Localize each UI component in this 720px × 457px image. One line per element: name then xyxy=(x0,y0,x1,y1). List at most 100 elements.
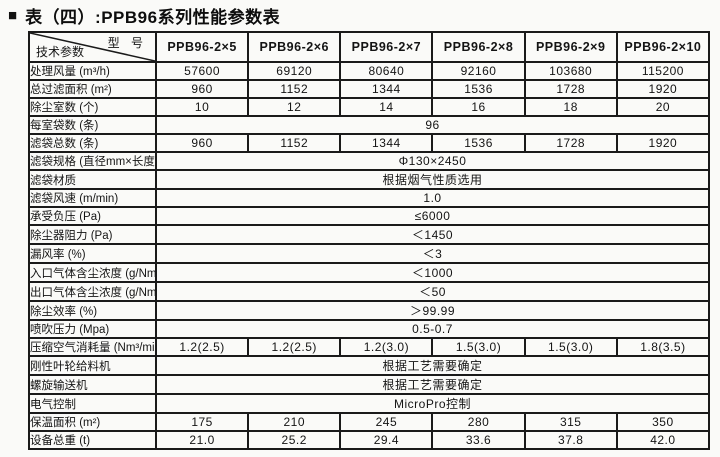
value-cell: 21.0 xyxy=(154,430,250,450)
merged-value-cell: 根据烟气性质选用 xyxy=(155,169,710,190)
value-cell: 103680 xyxy=(523,61,618,81)
row-label: 滤袋风速 (m/min) xyxy=(28,188,157,208)
table-row: 除尘室数 (个) 10 12 14 16 18 20 xyxy=(28,97,711,117)
value-cell: 57600 xyxy=(154,61,250,81)
table-row: 压缩空气消耗量 (Nm³/min) 1.2(2.5) 1.2(2.5) 1.2(… xyxy=(28,337,711,357)
value-cell: 315 xyxy=(523,412,618,432)
value-cell: 1.2(2.5) xyxy=(247,337,342,357)
row-label: 除尘效率 (%) xyxy=(28,300,157,321)
value-cell: 10 xyxy=(154,97,250,117)
merged-value-cell: ≤6000 xyxy=(155,206,710,226)
page-title: 表（四）:PPB96系列性能参数表 xyxy=(25,7,281,27)
model-header: PPB96-2×10 xyxy=(615,31,711,63)
table-row: 除尘效率 (%) ＞99.99 xyxy=(28,300,710,321)
value-cell: 1.5(3.0) xyxy=(523,337,618,357)
value-cell: 960 xyxy=(154,133,250,153)
value-cell: 280 xyxy=(431,412,526,432)
row-label: 保温面积 (m²) xyxy=(28,412,157,432)
merged-value-cell: MicroPro控制 xyxy=(155,393,710,414)
value-cell: 80640 xyxy=(339,61,434,81)
row-label: 除尘室数 (个) xyxy=(28,97,157,117)
value-cell: 210 xyxy=(247,412,342,432)
value-cell: 1920 xyxy=(615,133,711,153)
table-row: 保温面积 (m²) 175 210 245 280 315 350 xyxy=(28,412,711,432)
value-cell: 1536 xyxy=(431,133,526,153)
table-row: 总过滤面积 (m²) 960 1152 1344 1536 1728 1920 xyxy=(28,79,711,99)
value-cell: 14 xyxy=(339,97,434,117)
value-cell: 115200 xyxy=(615,61,711,81)
model-header: PPB96-2×7 xyxy=(339,31,434,63)
value-cell: 20 xyxy=(615,97,711,117)
square-bullet-icon: ■ xyxy=(8,6,18,24)
value-cell: 25.2 xyxy=(247,430,342,450)
value-cell: 1344 xyxy=(339,79,434,99)
value-cell: 1536 xyxy=(431,79,526,99)
value-cell: 245 xyxy=(339,412,434,432)
merged-value-cell: ＜3 xyxy=(155,243,710,264)
value-cell: 1344 xyxy=(339,133,434,153)
row-label: 处理风量 (m³/h) xyxy=(28,61,157,81)
value-cell: 92160 xyxy=(431,61,526,81)
row-label: 承受负压 (Pa) xyxy=(28,206,157,226)
header-row: 型 号 技术参数 PPB96-2×5 PPB96-2×6 PPB96-2×7 P… xyxy=(28,31,711,63)
merged-value-cell: 根据工艺需要确定 xyxy=(155,355,710,376)
table-row: 刚性叶轮给料机 根据工艺需要确定 xyxy=(28,355,710,376)
model-header: PPB96-2×6 xyxy=(247,31,342,63)
row-label: 喷吹压力 (Mpa) xyxy=(28,319,157,339)
table-row: 滤袋风速 (m/min) 1.0 xyxy=(28,188,710,208)
merged-value-cell: 根据工艺需要确定 xyxy=(155,374,710,395)
value-cell: 1.8(3.5) xyxy=(615,337,711,357)
table-row: 滤袋总数 (条) 960 1152 1344 1536 1728 1920 xyxy=(28,133,711,153)
value-cell: 33.6 xyxy=(431,430,526,450)
value-cell: 1.2(3.0) xyxy=(339,337,434,357)
table-row: 电气控制 MicroPro控制 xyxy=(28,393,710,414)
model-header: PPB96-2×8 xyxy=(431,31,526,63)
corner-param-label: 技术参数 xyxy=(36,45,85,59)
value-cell: 350 xyxy=(615,412,711,432)
value-cell: 960 xyxy=(154,79,250,99)
value-cell: 16 xyxy=(431,97,526,117)
value-cell: 42.0 xyxy=(615,430,711,450)
value-cell: 1.2(2.5) xyxy=(154,337,250,357)
merged-value-cell: ＞99.99 xyxy=(155,300,710,321)
value-cell: 18 xyxy=(523,97,618,117)
table-row: 设备总重 (t) 21.0 25.2 29.4 33.6 37.8 42.0 xyxy=(28,430,711,450)
value-cell: 12 xyxy=(247,97,342,117)
value-cell: 69120 xyxy=(247,61,342,81)
row-label: 出口气体含尘浓度 (g/Nm³) xyxy=(28,281,157,302)
merged-value-cell: ＜50 xyxy=(155,281,710,302)
row-label: 刚性叶轮给料机 xyxy=(28,355,157,376)
row-label: 总过滤面积 (m²) xyxy=(28,79,157,99)
table-row: 承受负压 (Pa) ≤6000 xyxy=(28,206,710,226)
value-cell: 1728 xyxy=(523,79,618,99)
value-cell: 175 xyxy=(154,412,250,432)
row-label: 滤袋总数 (条) xyxy=(28,133,157,153)
model-header: PPB96-2×5 xyxy=(154,31,250,63)
diagonal-line xyxy=(30,33,155,61)
table-row: 滤袋材质 根据烟气性质选用 xyxy=(28,169,710,190)
table-row: 每室袋数 (条) 96 xyxy=(28,115,710,135)
table-row: 处理风量 (m³/h) 57600 69120 80640 92160 1036… xyxy=(28,61,711,81)
value-cell: 1152 xyxy=(247,133,342,153)
table-row: 出口气体含尘浓度 (g/Nm³) ＜50 xyxy=(28,281,710,302)
model-header: PPB96-2×9 xyxy=(523,31,618,63)
row-label: 除尘器阻力 (Pa) xyxy=(28,224,157,245)
row-label: 螺旋输送机 xyxy=(28,374,157,395)
table-row: 漏风率 (%) ＜3 xyxy=(28,243,710,264)
merged-value-cell: 0.5-0.7 xyxy=(155,319,710,339)
table-row: 喷吹压力 (Mpa) 0.5-0.7 xyxy=(28,319,710,339)
table-row: 除尘器阻力 (Pa) ＜1450 xyxy=(28,224,710,245)
table-row: 入口气体含尘浓度 (g/Nm³) ＜1000 xyxy=(28,262,710,283)
value-cell: 1728 xyxy=(523,133,618,153)
value-cell: 29.4 xyxy=(339,430,434,450)
value-cell: 1920 xyxy=(615,79,711,99)
value-cell: 37.8 xyxy=(523,430,618,450)
row-label: 电气控制 xyxy=(28,393,157,414)
value-cell: 1.5(3.0) xyxy=(431,337,526,357)
row-label: 滤袋材质 xyxy=(28,169,157,190)
merged-value-cell: 96 xyxy=(155,115,710,135)
row-label: 滤袋规格 (直径mm×长度mm) xyxy=(28,151,157,171)
table-row: 滤袋规格 (直径mm×长度mm) Φ130×2450 xyxy=(28,151,710,171)
value-cell: 1152 xyxy=(247,79,342,99)
